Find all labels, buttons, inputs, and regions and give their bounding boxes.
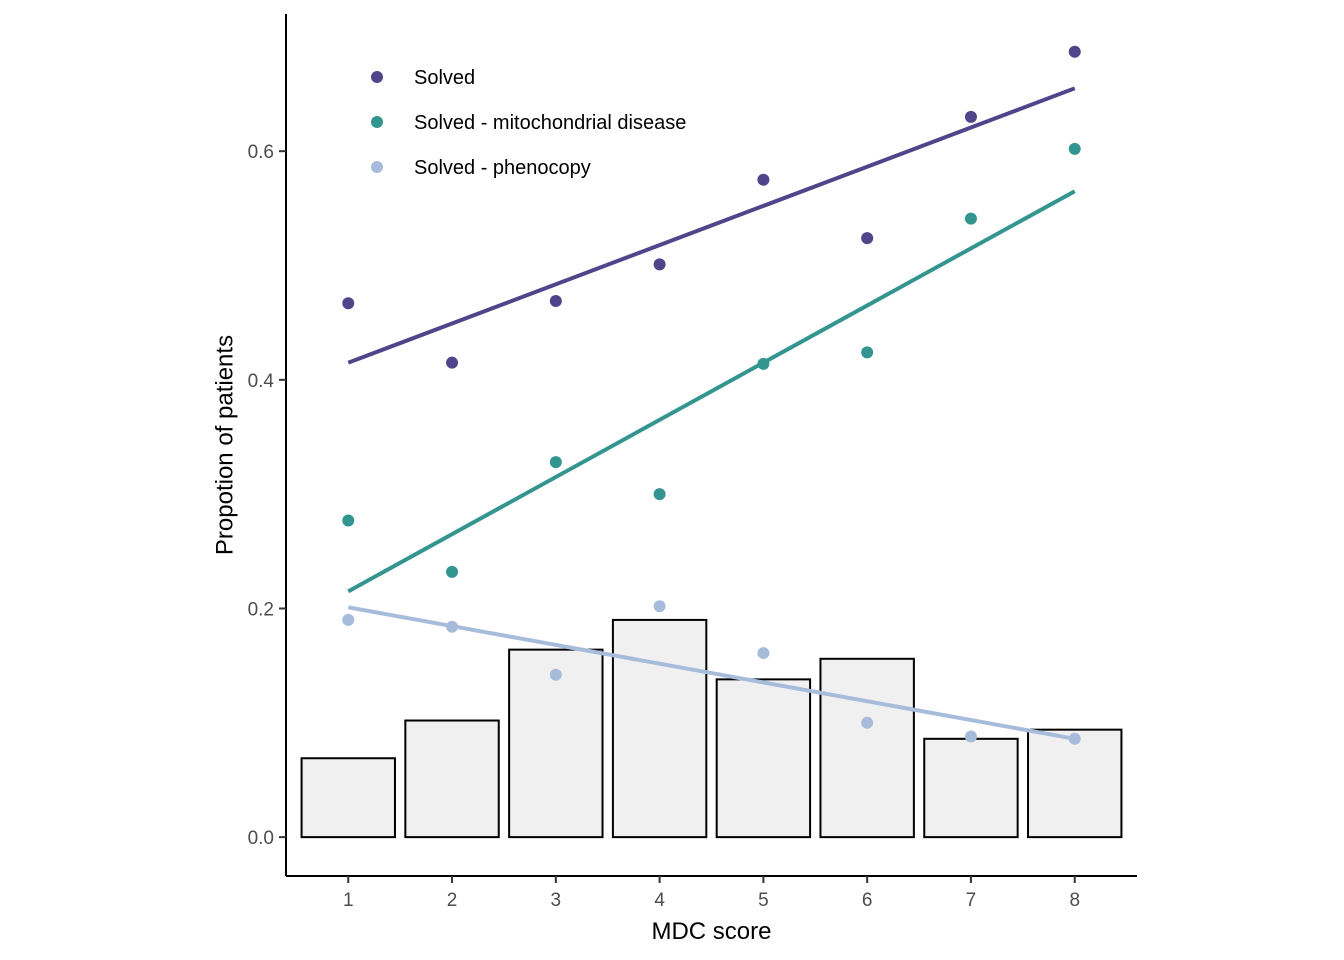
bar-mdc-1 xyxy=(300,757,396,839)
point-series-2-x1 xyxy=(342,514,355,527)
x-tick-label-1: 1 xyxy=(343,890,354,911)
bar-mdc-7 xyxy=(923,737,1019,839)
trend-line-series-3 xyxy=(347,605,1076,741)
x-ticks: 1 2 3 4 5 6 7 8 xyxy=(343,876,1080,911)
bar-mdc-2 xyxy=(404,719,500,839)
legend-label-3: Solved - phenocopy xyxy=(414,157,591,179)
points-layer xyxy=(342,45,1081,745)
y-tick-label-0: 0.0 xyxy=(248,828,274,849)
point-series-3-x5 xyxy=(757,647,770,660)
y-axis-title: Propotion of patients xyxy=(211,335,238,555)
y-ticks: 0.0 0.2 0.4 0.6 xyxy=(248,142,286,849)
point-series-2-x4 xyxy=(653,488,666,501)
point-series-1-x5 xyxy=(757,173,770,186)
legend-swatch-1 xyxy=(371,71,383,83)
trend-line-series-2 xyxy=(347,189,1076,594)
axes-layer xyxy=(285,14,1137,877)
point-series-1-x1 xyxy=(342,297,355,310)
trend-lines-layer xyxy=(347,86,1076,741)
legend-label-2: Solved - mitochondrial disease xyxy=(414,112,686,134)
point-series-2-x6 xyxy=(861,346,874,359)
bar-mdc-3 xyxy=(508,648,604,839)
point-series-1-x4 xyxy=(653,258,666,271)
x-tick-label-2: 2 xyxy=(447,890,458,911)
legend: Solved Solved - mitochondrial disease Solv… xyxy=(371,67,686,179)
point-series-1-x3 xyxy=(549,294,562,307)
x-tick-label-4: 4 xyxy=(654,890,665,911)
legend-swatch-3 xyxy=(371,161,383,173)
x-tick-label-7: 7 xyxy=(966,890,977,911)
bar-mdc-6 xyxy=(819,657,915,839)
legend-label-1: Solved xyxy=(414,67,475,89)
point-series-1-x8 xyxy=(1068,45,1081,58)
trend-line-series-1 xyxy=(347,86,1076,365)
y-tick-label-3: 0.6 xyxy=(248,142,274,163)
bar-mdc-8 xyxy=(1027,728,1123,839)
bar-mdc-4 xyxy=(611,618,708,839)
point-series-3-x3 xyxy=(549,668,562,681)
legend-swatch-2 xyxy=(371,116,383,128)
point-series-1-x7 xyxy=(964,110,977,123)
point-series-3-x7 xyxy=(964,730,977,743)
bars-layer xyxy=(300,618,1123,839)
y-tick-label-2: 0.4 xyxy=(248,371,275,392)
point-series-1-x2 xyxy=(446,356,459,369)
point-series-3-x4 xyxy=(653,600,666,613)
point-series-2-x3 xyxy=(549,456,562,469)
point-series-1-x6 xyxy=(861,232,874,245)
x-tick-label-6: 6 xyxy=(862,890,873,911)
point-series-2-x5 xyxy=(757,357,770,370)
point-series-3-x1 xyxy=(342,613,355,626)
x-tick-label-5: 5 xyxy=(758,890,769,911)
point-series-2-x2 xyxy=(446,565,459,578)
point-series-3-x6 xyxy=(861,716,874,729)
bar-mdc-5 xyxy=(715,678,812,839)
point-series-3-x2 xyxy=(446,620,459,633)
point-series-2-x7 xyxy=(964,212,977,225)
x-tick-label-3: 3 xyxy=(551,890,562,911)
point-series-3-x8 xyxy=(1068,732,1081,745)
point-series-2-x8 xyxy=(1068,142,1081,155)
y-tick-label-1: 0.2 xyxy=(248,599,274,620)
x-tick-label-8: 8 xyxy=(1069,890,1080,911)
x-axis-title: MDC score xyxy=(651,918,771,945)
